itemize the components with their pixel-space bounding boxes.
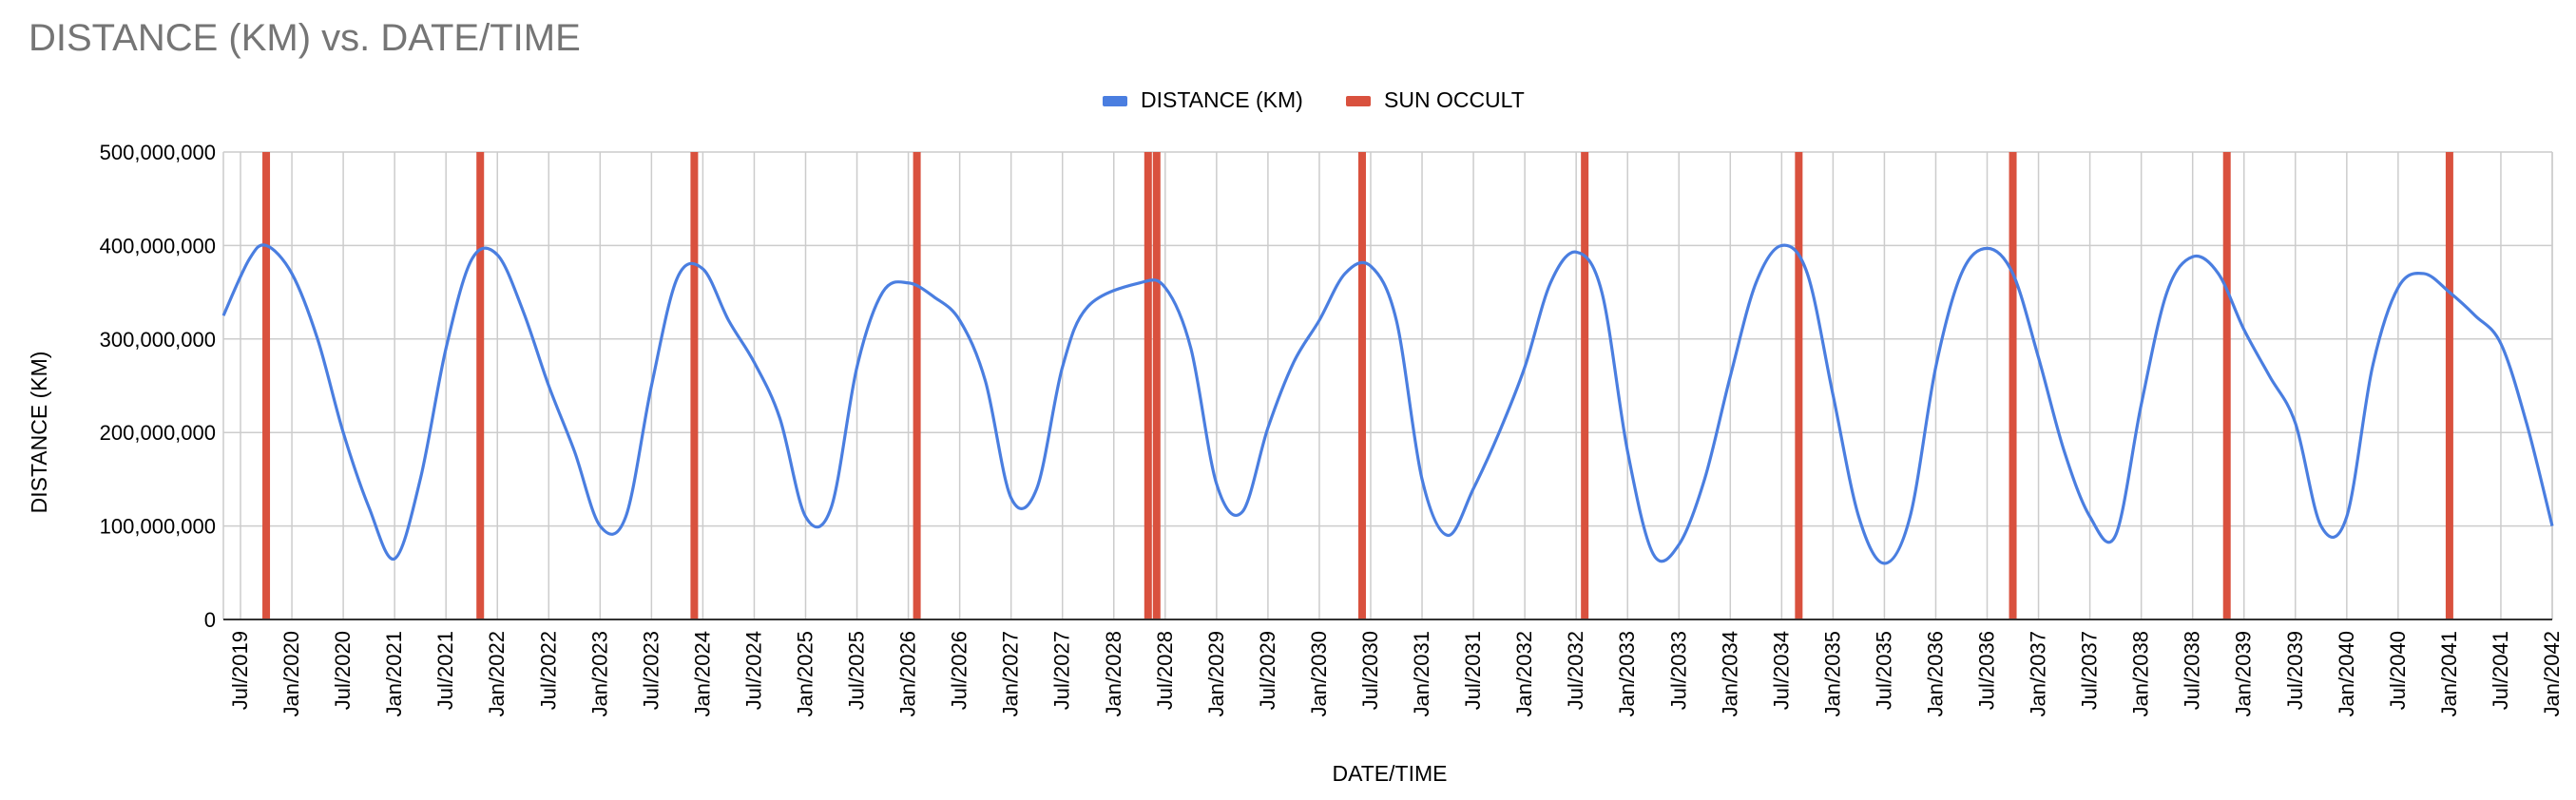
- x-tick-label: Jul/2033: [1666, 631, 1690, 710]
- x-tick-label: Jul/2020: [331, 631, 355, 710]
- x-tick-label: Jul/2019: [228, 631, 252, 710]
- y-tick-label: 200,000,000: [100, 421, 216, 445]
- x-tick-label: Jan/2039: [2232, 631, 2256, 717]
- y-tick-label: 300,000,000: [100, 328, 216, 352]
- sun-occult-bar: [1795, 152, 1803, 619]
- x-tick-label: Jan/2020: [279, 631, 303, 717]
- x-tick-label: Jan/2040: [2335, 631, 2358, 717]
- x-tick-label: Jan/2031: [1410, 631, 1433, 717]
- chart-title: DISTANCE (KM) vs. DATE/TIME: [29, 17, 581, 59]
- x-tick-label: Jan/2032: [1512, 631, 1536, 717]
- x-tick-label: Jan/2029: [1204, 631, 1228, 717]
- x-tick-labels: Jul/2019 Jan/2020 Jul/2020 Jan/2021 Jul/2021…: [228, 631, 2564, 717]
- x-tick-label: Jan/2024: [690, 631, 714, 717]
- x-tick-label: Jul/2021: [433, 631, 457, 710]
- x-tick-label: Jan/2038: [2129, 631, 2153, 717]
- x-tick-label: Jul/2022: [536, 631, 560, 710]
- legend-label-sun-occult: SUN OCCULT: [1384, 87, 1525, 112]
- distance-line: [221, 243, 2554, 565]
- y-tick-label: 400,000,000: [100, 234, 216, 257]
- distance-series: [221, 243, 2554, 565]
- x-tick-label: Jan/2034: [1718, 631, 1741, 717]
- sun-occult-bar: [262, 152, 271, 619]
- x-tick-label: Jan/2042: [2540, 631, 2564, 717]
- x-tick-label: Jan/2028: [1102, 631, 1125, 717]
- x-tick-label: Jul/2038: [2181, 631, 2204, 710]
- x-tick-label: Jul/2035: [1872, 631, 1895, 710]
- legend-swatch-sun-occult: [1346, 96, 1371, 106]
- x-tick-label: Jan/2025: [794, 631, 817, 717]
- x-tick-label: Jan/2037: [2027, 631, 2050, 717]
- x-tick-label: Jan/2021: [382, 631, 406, 717]
- legend: DISTANCE (KM) SUN OCCULT: [1103, 87, 1525, 112]
- x-tick-label: Jul/2030: [1358, 631, 1382, 710]
- sun-occult-bar: [2009, 152, 2017, 619]
- sun-occult-bar: [690, 152, 699, 619]
- x-tick-label: Jul/2036: [1975, 631, 1999, 710]
- x-tick-label: Jul/2023: [639, 631, 663, 710]
- y-tick-label: 100,000,000: [100, 515, 216, 539]
- x-tick-label: Jan/2030: [1307, 631, 1331, 717]
- y-tick-label: 0: [204, 608, 216, 632]
- x-tick-label: Jul/2040: [2386, 631, 2410, 710]
- x-tick-label: Jul/2031: [1461, 631, 1485, 710]
- sun-occult-bar: [1152, 152, 1161, 619]
- x-tick-label: Jan/2027: [999, 631, 1023, 717]
- x-tick-label: Jan/2033: [1615, 631, 1639, 717]
- y-tick-label: 500,000,000: [100, 141, 216, 164]
- sun-occult-bar: [2445, 152, 2453, 619]
- x-tick-label: Jan/2041: [2437, 631, 2461, 717]
- legend-swatch-distance: [1103, 96, 1127, 106]
- x-tick-label: Jan/2022: [485, 631, 509, 717]
- x-tick-label: Jul/2037: [2078, 631, 2102, 710]
- y-tick-labels: 0 100,000,000 200,000,000 300,000,000 400,00…: [100, 141, 216, 632]
- x-tick-label: Jan/2035: [1820, 631, 1844, 717]
- x-tick-label: Jan/2026: [896, 631, 920, 717]
- sun-occult-bar: [1581, 152, 1589, 619]
- x-tick-label: Jul/2027: [1050, 631, 1074, 710]
- x-tick-label: Jul/2028: [1153, 631, 1177, 710]
- x-tick-label: Jan/2023: [587, 631, 611, 717]
- y-gridlines: [223, 151, 2552, 620]
- x-tick-label: Jan/2036: [1923, 631, 1947, 717]
- x-tick-label: Jul/2025: [845, 631, 869, 710]
- x-tick-label: Jul/2034: [1769, 631, 1793, 710]
- sun-occult-bar: [1144, 152, 1152, 619]
- sun-occult-bar: [1357, 152, 1366, 619]
- sun-occult-bar: [913, 152, 921, 619]
- x-tick-label: Jul/2024: [741, 631, 765, 710]
- sun-occult-bar: [476, 152, 485, 619]
- sun-occult-series: [262, 152, 2453, 619]
- legend-label-distance: DISTANCE (KM): [1141, 87, 1303, 112]
- x-tick-label: Jul/2029: [1256, 631, 1279, 710]
- sun-occult-bar: [2222, 152, 2231, 619]
- x-tick-label: Jul/2039: [2283, 631, 2307, 710]
- x-tick-label: Jul/2026: [948, 631, 971, 710]
- x-tick-label: Jul/2032: [1564, 631, 1587, 710]
- x-tick-label: Jul/2041: [2489, 631, 2512, 710]
- y-axis-title: DISTANCE (KM): [27, 352, 51, 514]
- x-gridlines: [222, 152, 2553, 619]
- x-axis-title: DATE/TIME: [1333, 761, 1448, 786]
